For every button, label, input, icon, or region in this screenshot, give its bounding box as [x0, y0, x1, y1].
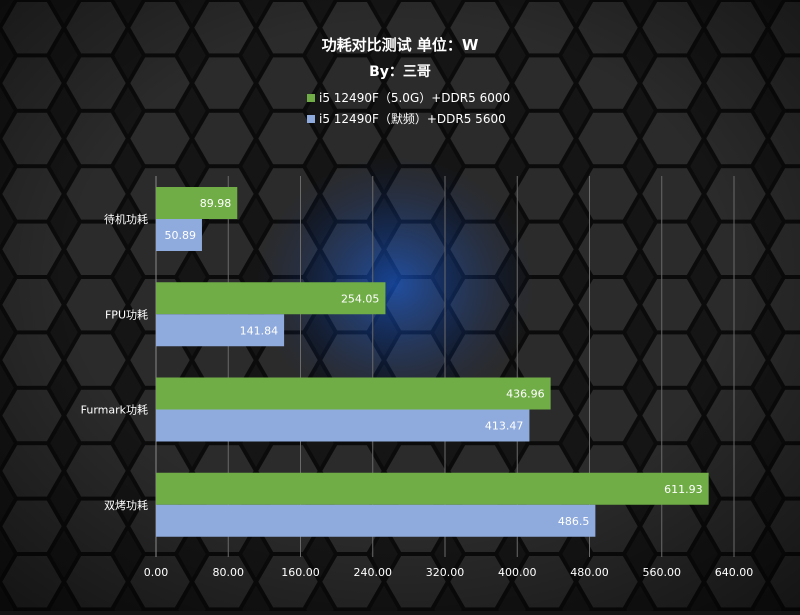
x-tick-label: 400.00: [498, 566, 537, 579]
legend-swatch-series-2: [307, 115, 315, 123]
category-label: FPU功耗: [105, 308, 148, 321]
bar-value-label: 611.93: [664, 483, 703, 496]
legend: i5 12490F（5.0G）+DDR5 6000 i5 12490F（默频）+…: [307, 91, 510, 126]
x-tick-label: 160.00: [281, 566, 320, 579]
chart-title: 功耗对比测试 单位：W: [322, 36, 479, 54]
bar-value-label: 436.96: [506, 388, 545, 401]
category-label: 待机功耗: [104, 212, 148, 226]
bars: 89.98 50.89 254.05 141.84 436.96 413.47 611.93…: [156, 187, 709, 537]
bar-series-2: [156, 504, 596, 537]
legend-label-series-2: i5 12490F（默频）+DDR5 5600: [319, 111, 506, 126]
x-tick-label: 320.00: [426, 566, 465, 579]
bar-series-1: [156, 187, 238, 219]
bar-value-label: 50.89: [164, 229, 196, 242]
x-tick-label: 240.00: [354, 566, 393, 579]
bar-series-2: [156, 409, 530, 442]
x-tick-label: 0.00: [144, 566, 169, 579]
bar-value-label: 254.05: [341, 292, 380, 305]
chart-subtitle: By：三哥: [369, 64, 431, 80]
bar-series-1: [156, 377, 551, 410]
bar-series-2: [156, 219, 202, 251]
x-tick-label: 480.00: [570, 566, 609, 579]
legend-label-series-1: i5 12490F（5.0G）+DDR5 6000: [319, 91, 510, 105]
bar-value-label: 486.5: [558, 515, 590, 528]
bar-series-1: [156, 282, 386, 315]
category-label: Furmark功耗: [81, 404, 148, 417]
x-tick-label: 560.00: [643, 566, 682, 579]
bar-value-label: 89.98: [200, 197, 232, 210]
x-tick-label: 640.00: [715, 566, 754, 579]
bar-value-label: 413.47: [485, 420, 524, 433]
x-tick-label: 80.00: [213, 566, 245, 579]
x-axis-ticks: 0.00 80.00 160.00 240.00 320.00 400.00 480.00 5…: [144, 566, 754, 579]
bar-value-label: 141.84: [240, 324, 279, 337]
bar-series-2: [156, 314, 285, 347]
category-label: 双烤功耗: [104, 498, 148, 512]
legend-swatch-series-1: [307, 94, 315, 102]
bar-series-1: [156, 472, 709, 505]
